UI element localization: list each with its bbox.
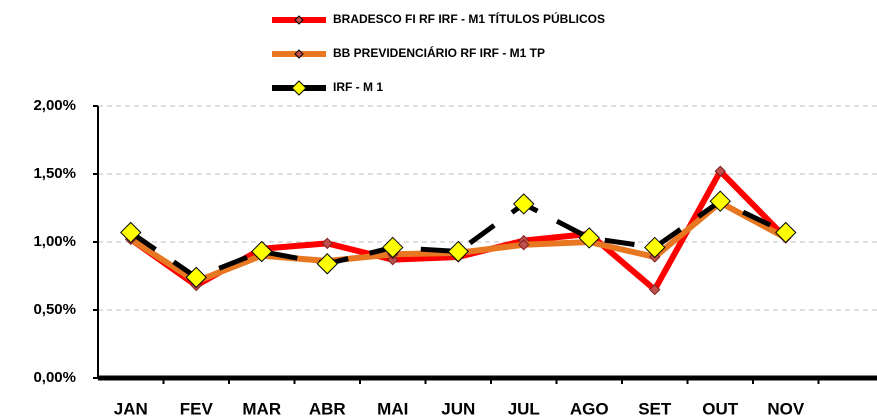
point (775, 221, 797, 244)
legend-label: BRADESCO FI RF IRF - M1 TÍTULOS PÚBLICOS (333, 11, 605, 26)
point (513, 193, 535, 215)
y-tick-label: 1,50% (33, 165, 76, 182)
x-tick-label: JAN (114, 399, 148, 418)
point (382, 236, 404, 259)
point (447, 240, 469, 263)
point (649, 283, 661, 296)
point (251, 240, 273, 263)
series-line (129, 198, 787, 280)
y-tick-label: 2,00% (33, 97, 76, 114)
x-tick-label: FEV (180, 399, 214, 418)
point (120, 221, 142, 244)
legend-marker (294, 49, 304, 59)
x-tick-label: NOV (767, 399, 805, 418)
x-tick-label: JUN (441, 399, 475, 418)
point (578, 227, 600, 249)
point (518, 239, 530, 251)
point (714, 165, 726, 177)
x-tick-label: MAI (377, 399, 408, 418)
point (316, 253, 338, 275)
y-tick-label: 0,50% (33, 301, 76, 318)
point (321, 237, 333, 250)
legend-label: IRF - M 1 (333, 80, 383, 94)
y-tick-label: 1,00% (33, 233, 76, 250)
x-tick-label: OUT (702, 399, 739, 418)
y-tick-label: 0,00% (33, 369, 76, 386)
point (185, 266, 207, 289)
x-tick-label: JUL (508, 399, 540, 418)
legend-marker (294, 15, 304, 25)
x-tick-label: SET (638, 399, 672, 418)
x-tick-label: ABR (309, 399, 346, 418)
point (709, 190, 731, 212)
x-tick-label: MAR (242, 399, 281, 418)
legend-marker (291, 80, 307, 96)
point (644, 236, 666, 259)
legend-label: BB PREVIDENCIÁRIO RF IRF - M1 TP (333, 45, 545, 60)
x-tick-label: AGO (570, 399, 609, 418)
